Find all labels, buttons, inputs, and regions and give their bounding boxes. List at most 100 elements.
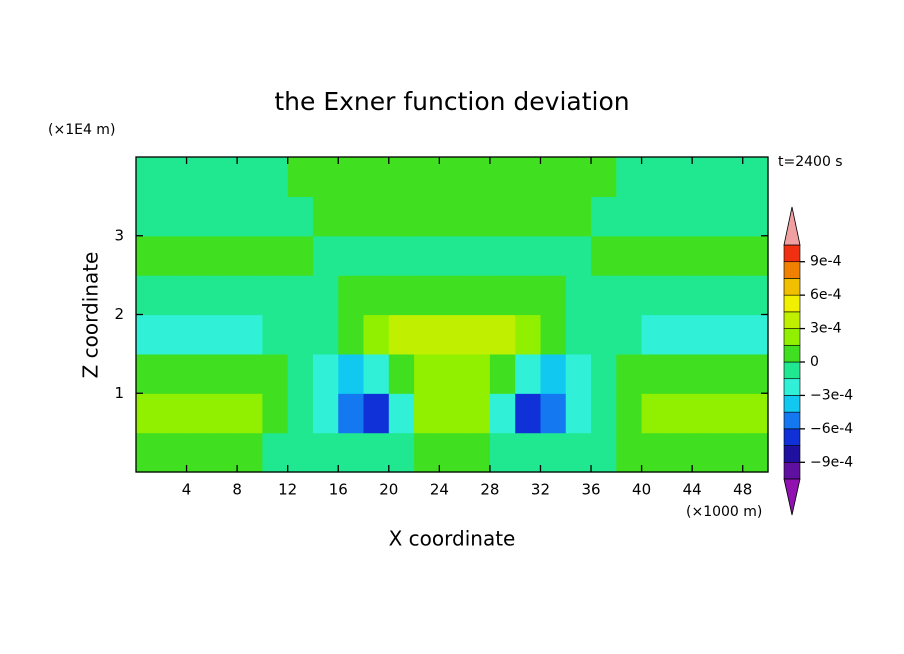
contour-cell (338, 275, 365, 316)
contour-cell (161, 157, 188, 197)
contour-cell (540, 235, 567, 276)
contour-field (136, 157, 769, 473)
contour-cell (363, 432, 390, 473)
x-tick-label: 28 (480, 481, 499, 499)
colorbar-tick-label: −6e-4 (810, 421, 853, 437)
contour-cell (414, 196, 440, 237)
contour-cell (742, 235, 769, 276)
contour-cell (211, 275, 238, 316)
contour-cell (338, 314, 365, 355)
contour-cell (540, 196, 567, 237)
contour-cell (287, 353, 314, 394)
contour-cell (565, 432, 592, 473)
contour-cell (237, 314, 263, 355)
contour-cell (312, 432, 339, 473)
x-tick-label: 32 (531, 481, 550, 499)
contour-cell (161, 275, 188, 316)
contour-cell (211, 314, 238, 355)
contour-cell (515, 314, 542, 355)
colorbar-band (783, 244, 801, 263)
contour-cell (161, 353, 188, 394)
x-tick-label: 48 (733, 481, 752, 499)
contour-cell (388, 275, 415, 316)
contour-cell (237, 275, 263, 316)
contour-cell (692, 314, 719, 355)
contour-cell (287, 314, 314, 355)
contour-cell (287, 196, 314, 237)
contour-cell (312, 235, 339, 276)
contour-cell (666, 393, 693, 434)
contour-cell (641, 353, 668, 394)
colorbar-band (783, 428, 801, 446)
contour-cell (136, 157, 162, 197)
contour-cell (616, 235, 643, 276)
x-tick-label: 20 (379, 481, 398, 499)
contour-cell (262, 314, 289, 355)
contour-cell (161, 196, 188, 237)
contour-cell (439, 353, 466, 394)
contour-cell (439, 393, 466, 434)
contour-cell (515, 275, 542, 316)
contour-cell (489, 393, 516, 434)
contour-cell (515, 393, 542, 434)
contour-cell (565, 353, 592, 394)
x-tick-label: 36 (581, 481, 600, 499)
contour-cell (742, 393, 769, 434)
contour-cell (439, 196, 466, 237)
contour-cell (136, 353, 162, 394)
contour-cell (312, 314, 339, 355)
contour-cell (591, 235, 617, 276)
contour-cell (338, 393, 365, 434)
contour-cell (186, 275, 213, 316)
contour-cell (211, 196, 238, 237)
colorbar-tick-label: −9e-4 (810, 454, 853, 470)
contour-cell (540, 157, 567, 197)
contour-cell (211, 157, 238, 197)
contour-cell (641, 314, 668, 355)
contour-cell (616, 393, 643, 434)
x-tick-label: 40 (632, 481, 651, 499)
contour-cell (616, 157, 643, 197)
contour-cell (742, 157, 769, 197)
contour-cell (287, 275, 314, 316)
contour-cell (489, 353, 516, 394)
contour-cell (515, 196, 542, 237)
contour-cell (388, 196, 415, 237)
contour-cell (489, 157, 516, 197)
contour-cell (742, 196, 769, 237)
colorbar-band (783, 344, 801, 363)
contour-cell (641, 432, 668, 473)
y-tick-label: 2 (114, 305, 124, 323)
colorbar-tick-label: −3e-4 (810, 387, 853, 403)
x-tick-label: 8 (232, 481, 242, 499)
contour-cell (464, 393, 491, 434)
contour-cell (287, 157, 314, 197)
contour-cell (186, 393, 213, 434)
contour-cell (692, 353, 719, 394)
contour-cell (464, 432, 491, 473)
contour-cell (363, 314, 390, 355)
contour-cell (186, 353, 213, 394)
contour-cell (186, 196, 213, 237)
contour-cell (186, 157, 213, 197)
contour-cell (666, 314, 693, 355)
contour-cell (237, 157, 263, 197)
contour-cell (312, 275, 339, 316)
contour-cell (666, 196, 693, 237)
contour-cell (641, 275, 668, 316)
contour-cell (388, 393, 415, 434)
contour-cell (616, 353, 643, 394)
contour-cell (565, 314, 592, 355)
annotation: t=2400 s (778, 154, 843, 170)
contour-cell (363, 275, 390, 316)
contour-cell (591, 353, 617, 394)
contour-cell (338, 353, 365, 394)
contour-cell (414, 275, 440, 316)
contour-cell (666, 235, 693, 276)
contour-cell (742, 353, 769, 394)
contour-cell (338, 235, 365, 276)
contour-cell (363, 235, 390, 276)
contour-cell (489, 235, 516, 276)
contour-cell (565, 196, 592, 237)
